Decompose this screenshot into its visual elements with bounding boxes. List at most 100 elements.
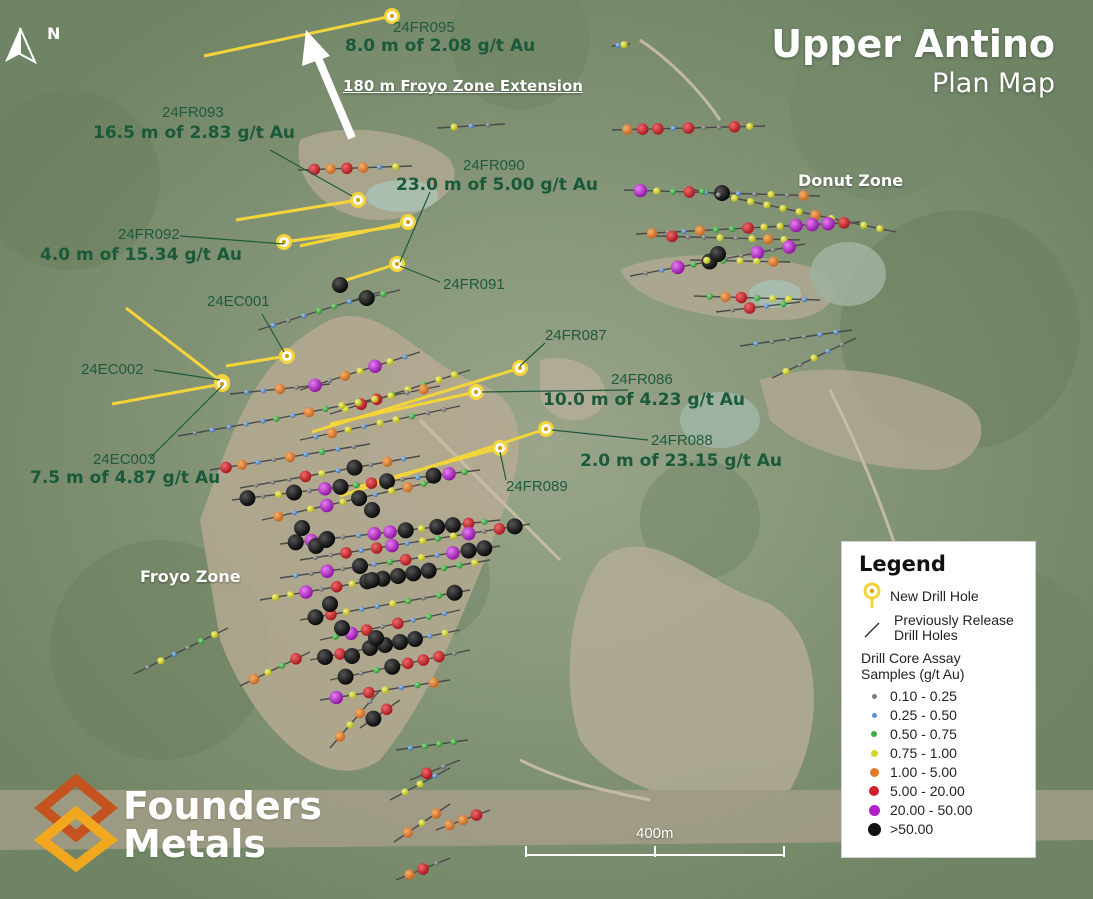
assay-sample: [653, 187, 661, 195]
assay-sample: [810, 209, 821, 221]
assay-sample: [342, 608, 350, 616]
assay-sample: [348, 580, 356, 588]
assay-sample: [753, 341, 759, 347]
legend-grade-range-4: 0.75 - 1.00: [890, 745, 957, 761]
assay-sample: [365, 710, 382, 727]
assay-sample: [716, 234, 724, 242]
assay-sample: [358, 547, 364, 554]
assay-sample: [683, 186, 696, 198]
assay-sample: [359, 606, 365, 612]
assay-sample: [860, 221, 868, 229]
assay-sample: [303, 451, 309, 457]
assay-sample: [270, 322, 276, 328]
new-drill-hole-trace: [203, 14, 393, 58]
assay-sample: [210, 630, 219, 639]
north-letter: N: [47, 24, 61, 43]
assay-sample: [670, 125, 676, 131]
assay-sample: [397, 522, 414, 539]
assay-sample: [476, 540, 493, 557]
assay-sample: [733, 235, 739, 241]
assay-sample-high-grade: [364, 572, 380, 588]
label-leader-line: [399, 265, 441, 283]
assay-sample: [271, 457, 277, 462]
assay-sample: [420, 480, 428, 487]
roads: [418, 38, 902, 802]
assay-sample: [425, 410, 431, 416]
new-drill-hole-collar-icon: [400, 214, 416, 230]
assay-sample: [805, 217, 819, 232]
assay-sample: [706, 293, 713, 300]
new-drill-hole-collar-icon: [512, 360, 528, 376]
assay-sample: [420, 562, 437, 579]
assay-sample: [441, 629, 449, 637]
assay-sample: [299, 585, 313, 599]
assay-sample: [402, 354, 408, 360]
assay-sample: [192, 430, 198, 436]
assay-sample-high-grade: [344, 648, 360, 664]
new-drill-hole-trace: [283, 224, 401, 244]
assay-sample: [435, 376, 443, 384]
assay-sample: [328, 552, 334, 558]
assay-sample: [319, 498, 334, 513]
assay-sample: [209, 427, 215, 433]
assay-sample: [436, 740, 443, 748]
assay-sample: [185, 645, 191, 651]
assay-sample: [290, 412, 296, 419]
assay-sample: [417, 553, 426, 562]
assay-sample: [286, 484, 302, 501]
assay-sample: [346, 721, 354, 729]
assay-sample: [383, 525, 397, 539]
assay-sample: [293, 573, 299, 579]
assay-sample: [838, 217, 850, 229]
hole-id-24FR092: 24FR092: [118, 226, 180, 243]
assay-sample: [157, 657, 165, 665]
assay-sample: [457, 814, 469, 826]
assay-sample: [220, 461, 232, 474]
assay-sample: [425, 467, 442, 484]
assay-sample: [354, 398, 362, 406]
assay-sample: [444, 819, 455, 831]
assay-sample: [685, 234, 691, 240]
assay-sample: [462, 517, 475, 530]
assay-sample: [270, 479, 276, 485]
intercept-24FR090: 23.0 m of 5.00 g/t Au: [396, 175, 599, 195]
assay-sample: [698, 188, 706, 195]
legend-grade-dot-8: [867, 822, 881, 836]
assay-sample: [410, 617, 416, 623]
assay-sample: [407, 631, 423, 647]
assay-sample: [770, 247, 776, 253]
legend-grade-dot-1: [871, 693, 877, 699]
assay-sample: [456, 562, 463, 569]
assay-sample: [339, 498, 347, 506]
assay-sample: [344, 426, 352, 434]
assay-sample: [643, 270, 649, 276]
previous-drill-hole-trace: [359, 699, 401, 729]
assay-sample: [715, 192, 721, 198]
assay-sample: [340, 547, 352, 559]
assay-sample: [779, 204, 787, 212]
legend-grade-dot-6: [869, 786, 879, 796]
assay-sample: [481, 518, 488, 525]
assay-sample: [356, 367, 364, 375]
assay-sample: [441, 610, 448, 616]
label-leader-line: [499, 451, 507, 481]
assay-sample: [373, 666, 380, 674]
map-subtitle: Plan Map: [931, 68, 1055, 99]
assay-sample: [789, 218, 803, 233]
assay-sample: [327, 378, 333, 383]
assay-sample: [817, 331, 823, 338]
intercept-24FR095: 8.0 m of 2.08 g/t Au: [345, 36, 536, 56]
assay-sample: [379, 473, 395, 490]
assay-sample: [430, 808, 442, 819]
assay-sample: [762, 233, 774, 245]
assay-sample: [402, 827, 414, 838]
assay-sample-high-grade: [318, 532, 334, 548]
assay-sample: [418, 384, 429, 395]
previous-drill-hole-trace: [655, 235, 801, 241]
assay-sample: [461, 468, 468, 476]
scale-bar: [525, 846, 785, 857]
new-drill-hole-trace: [111, 382, 223, 406]
new-drill-hole-collar-icon: [279, 348, 295, 364]
assay-sample: [291, 510, 297, 516]
assay-sample: [351, 490, 368, 507]
